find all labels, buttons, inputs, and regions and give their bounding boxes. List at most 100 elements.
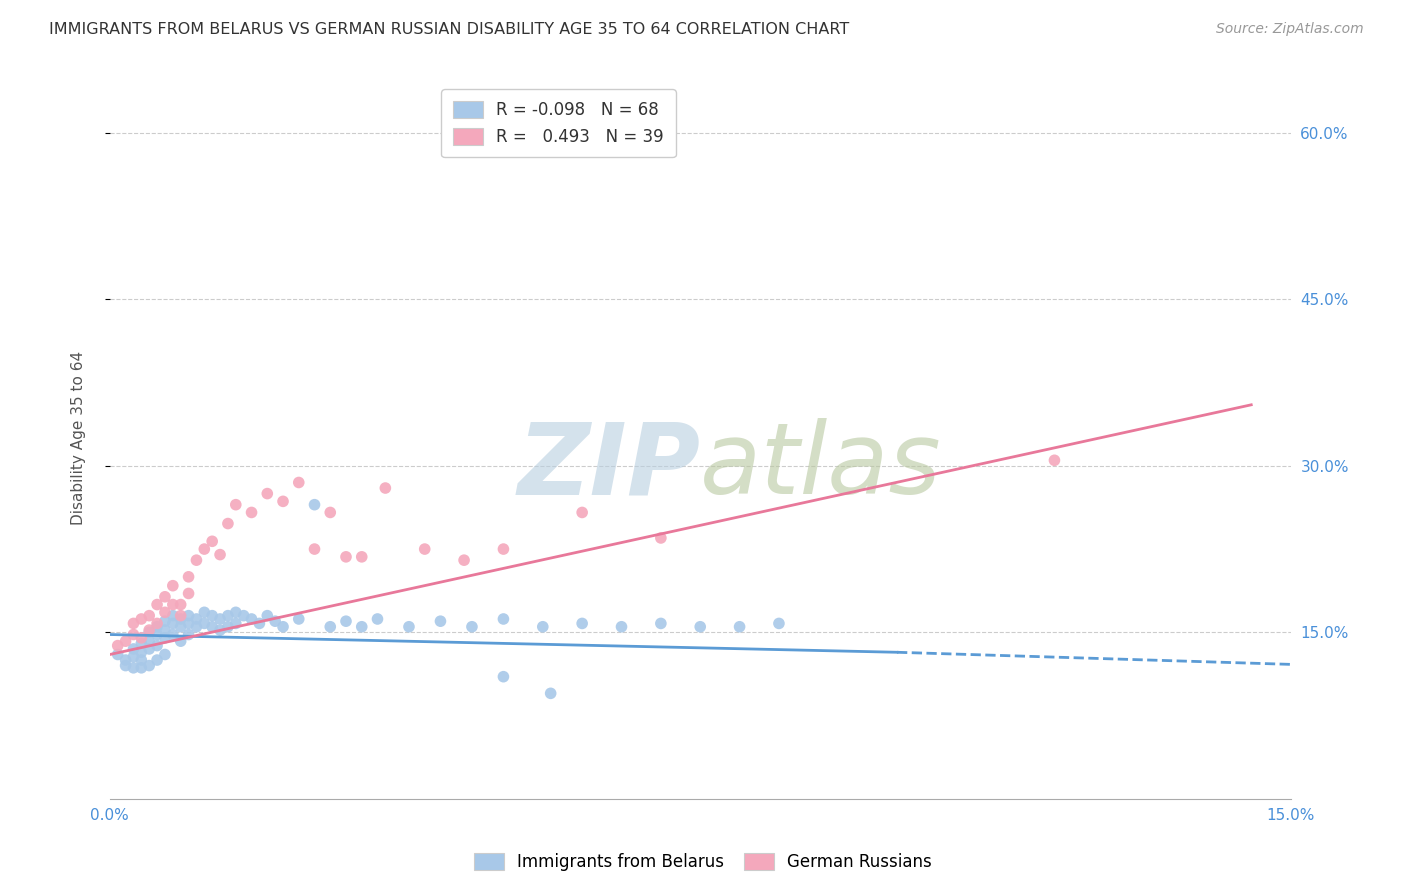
Point bbox=[170, 612, 193, 626]
Point bbox=[193, 605, 215, 619]
Point bbox=[107, 639, 129, 653]
Point bbox=[107, 648, 129, 662]
Point bbox=[335, 549, 357, 564]
Point bbox=[122, 649, 145, 664]
Point bbox=[728, 620, 751, 634]
Point bbox=[571, 505, 593, 519]
Point bbox=[162, 598, 184, 612]
Point bbox=[138, 608, 160, 623]
Point bbox=[114, 653, 136, 667]
Point bbox=[170, 634, 193, 648]
Point bbox=[153, 623, 176, 637]
Point bbox=[193, 616, 215, 631]
Point bbox=[186, 553, 208, 567]
Point bbox=[201, 608, 224, 623]
Point bbox=[492, 612, 515, 626]
Point bbox=[304, 542, 326, 557]
Point bbox=[153, 614, 176, 628]
Point bbox=[146, 639, 169, 653]
Point bbox=[209, 623, 232, 637]
Point bbox=[413, 542, 436, 557]
Y-axis label: Disability Age 35 to 64: Disability Age 35 to 64 bbox=[72, 351, 86, 525]
Point bbox=[114, 658, 136, 673]
Point bbox=[146, 620, 169, 634]
Point bbox=[1043, 453, 1066, 467]
Point bbox=[249, 616, 271, 631]
Text: atlas: atlas bbox=[700, 418, 942, 516]
Point bbox=[138, 623, 160, 637]
Point bbox=[201, 620, 224, 634]
Point bbox=[650, 616, 672, 631]
Point bbox=[146, 598, 169, 612]
Point bbox=[177, 586, 200, 600]
Legend: R = -0.098   N = 68, R =   0.493   N = 39: R = -0.098 N = 68, R = 0.493 N = 39 bbox=[441, 89, 676, 157]
Point bbox=[131, 661, 153, 675]
Point bbox=[398, 620, 420, 634]
Text: ZIP: ZIP bbox=[517, 418, 700, 516]
Text: Source: ZipAtlas.com: Source: ZipAtlas.com bbox=[1216, 22, 1364, 37]
Point bbox=[217, 620, 239, 634]
Point bbox=[650, 531, 672, 545]
Point bbox=[492, 670, 515, 684]
Point bbox=[287, 475, 309, 490]
Point bbox=[366, 612, 388, 626]
Point bbox=[138, 634, 160, 648]
Point bbox=[571, 616, 593, 631]
Point bbox=[186, 612, 208, 626]
Point bbox=[131, 636, 153, 650]
Point bbox=[225, 616, 247, 631]
Point bbox=[122, 661, 145, 675]
Point bbox=[131, 612, 153, 626]
Point bbox=[350, 620, 373, 634]
Point bbox=[162, 627, 184, 641]
Point bbox=[271, 620, 294, 634]
Point bbox=[170, 608, 193, 623]
Point bbox=[146, 616, 169, 631]
Point bbox=[461, 620, 484, 634]
Point bbox=[122, 642, 145, 657]
Point bbox=[153, 648, 176, 662]
Point bbox=[256, 486, 278, 500]
Legend: Immigrants from Belarus, German Russians: Immigrants from Belarus, German Russians bbox=[465, 845, 941, 880]
Point bbox=[162, 616, 184, 631]
Point bbox=[240, 612, 263, 626]
Point bbox=[453, 553, 475, 567]
Point bbox=[240, 505, 263, 519]
Point bbox=[162, 608, 184, 623]
Point bbox=[689, 620, 711, 634]
Point bbox=[492, 542, 515, 557]
Point bbox=[153, 631, 176, 645]
Point bbox=[162, 579, 184, 593]
Point bbox=[768, 616, 790, 631]
Point bbox=[177, 616, 200, 631]
Point bbox=[170, 598, 193, 612]
Point bbox=[122, 616, 145, 631]
Point bbox=[138, 642, 160, 657]
Point bbox=[531, 620, 554, 634]
Point bbox=[304, 498, 326, 512]
Point bbox=[540, 686, 562, 700]
Point bbox=[146, 653, 169, 667]
Point bbox=[177, 608, 200, 623]
Point bbox=[335, 614, 357, 628]
Point bbox=[146, 627, 169, 641]
Point bbox=[209, 612, 232, 626]
Point bbox=[374, 481, 396, 495]
Text: IMMIGRANTS FROM BELARUS VS GERMAN RUSSIAN DISABILITY AGE 35 TO 64 CORRELATION CH: IMMIGRANTS FROM BELARUS VS GERMAN RUSSIA… bbox=[49, 22, 849, 37]
Point bbox=[170, 620, 193, 634]
Point bbox=[319, 620, 342, 634]
Point bbox=[138, 625, 160, 640]
Point bbox=[350, 549, 373, 564]
Point bbox=[177, 627, 200, 641]
Point bbox=[209, 548, 232, 562]
Point bbox=[225, 605, 247, 619]
Point bbox=[217, 516, 239, 531]
Point bbox=[264, 614, 287, 628]
Point bbox=[287, 612, 309, 626]
Point bbox=[193, 542, 215, 557]
Point bbox=[114, 634, 136, 648]
Point bbox=[225, 498, 247, 512]
Point bbox=[131, 645, 153, 659]
Point bbox=[186, 620, 208, 634]
Point bbox=[131, 653, 153, 667]
